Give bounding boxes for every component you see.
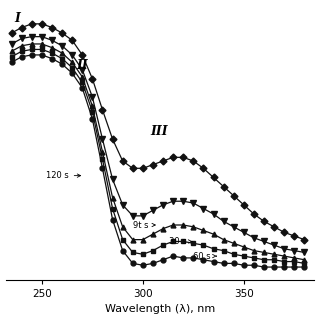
Text: I: I <box>15 12 20 25</box>
Text: 30 s: 30 s <box>169 237 192 246</box>
X-axis label: Wavelength (λ), nm: Wavelength (λ), nm <box>105 304 215 315</box>
Text: 60 s: 60 s <box>193 252 217 260</box>
Text: II: II <box>76 60 88 72</box>
Text: III: III <box>150 125 168 138</box>
Text: 120 s: 120 s <box>46 171 81 180</box>
Text: 9t s: 9t s <box>133 220 155 229</box>
